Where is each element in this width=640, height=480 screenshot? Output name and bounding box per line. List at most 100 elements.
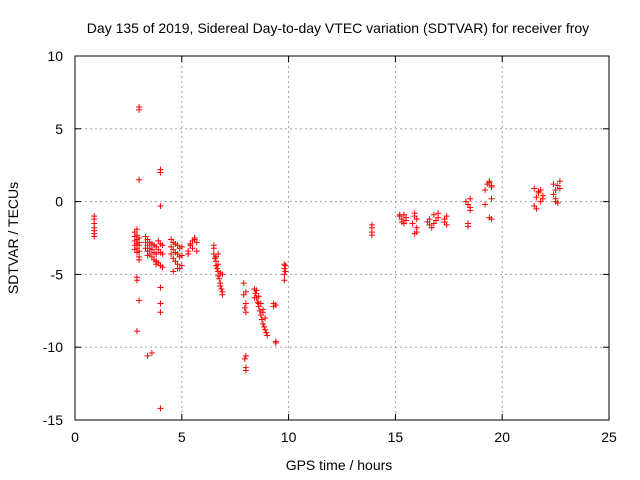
data-point <box>443 221 450 228</box>
data-point <box>159 242 166 249</box>
data-point <box>272 301 279 308</box>
data-point <box>153 251 160 258</box>
data-point <box>255 300 262 307</box>
data-point <box>210 242 217 249</box>
data-point <box>242 352 249 359</box>
data-point <box>255 293 262 300</box>
data-point <box>170 268 177 275</box>
data-point <box>178 252 185 259</box>
x-axis-label: GPS time / hours <box>286 457 393 473</box>
data-point <box>413 216 420 223</box>
y-tick-label: -5 <box>51 266 64 282</box>
x-tick-label: 5 <box>178 429 186 445</box>
data-point <box>133 226 140 233</box>
data-point <box>185 251 192 258</box>
data-point <box>251 294 258 301</box>
data-point <box>215 251 222 258</box>
data-point <box>259 309 266 316</box>
data-point <box>148 350 155 357</box>
data-point <box>159 251 166 258</box>
data-point <box>396 211 403 218</box>
data-point <box>242 309 249 316</box>
data-point <box>193 248 200 255</box>
data-point <box>488 184 495 191</box>
data-point <box>216 275 223 282</box>
data-point <box>136 256 143 263</box>
x-tick-label: 20 <box>494 429 510 445</box>
data-point <box>157 309 164 316</box>
data-point <box>465 201 472 208</box>
data-point <box>153 261 160 268</box>
data-point <box>282 268 289 275</box>
data-point <box>219 271 226 278</box>
y-tick-label: 10 <box>47 48 63 64</box>
data-point <box>550 191 557 198</box>
data-point <box>552 198 559 205</box>
data-point <box>168 251 175 258</box>
y-tick-label: -15 <box>43 412 63 428</box>
data-point <box>556 185 563 192</box>
plot-frame <box>74 55 610 421</box>
axis-ticks: 0 5 10 15 20 25 -15 -10 -5 0 5 10 <box>43 48 617 445</box>
data-point <box>533 194 540 201</box>
data-point <box>281 277 288 284</box>
data-point <box>136 248 143 255</box>
data-point <box>531 185 538 192</box>
data-point <box>426 216 433 223</box>
data-point <box>263 329 270 336</box>
data-point <box>428 224 435 231</box>
y-tick-label: -10 <box>43 339 63 355</box>
data-point <box>187 240 194 247</box>
data-point <box>157 169 164 176</box>
data-point <box>133 328 140 335</box>
data-point <box>189 245 196 252</box>
data-point <box>467 195 474 202</box>
data-point <box>261 323 268 330</box>
data-point <box>217 283 224 290</box>
data-point <box>253 287 260 294</box>
data-point <box>157 284 164 291</box>
data-point <box>258 316 265 323</box>
y-axis-label: SDTVAR / TECUs <box>5 182 21 294</box>
data-point <box>482 186 489 193</box>
data-point <box>136 297 143 304</box>
data-point <box>178 243 185 250</box>
data-point <box>368 232 375 239</box>
data-point <box>136 103 143 110</box>
data-point <box>264 332 271 339</box>
data-point <box>411 230 418 237</box>
data-point <box>488 216 495 223</box>
data-point <box>556 178 563 185</box>
data-point <box>430 211 437 218</box>
data-point <box>133 277 140 284</box>
data-point <box>262 326 269 333</box>
data-point <box>174 265 181 272</box>
data-point <box>214 265 221 272</box>
data-point <box>535 188 542 195</box>
x-tick-label: 15 <box>388 429 404 445</box>
data-point <box>252 290 259 297</box>
data-point <box>215 261 222 268</box>
data-point <box>240 280 247 287</box>
data-point <box>91 233 98 240</box>
y-tick-label: 5 <box>55 121 63 137</box>
data-points <box>91 103 563 412</box>
data-point <box>219 291 226 298</box>
data-point <box>241 304 248 311</box>
data-point <box>281 265 288 272</box>
data-point <box>144 352 151 359</box>
data-point <box>272 339 279 346</box>
data-point <box>256 307 263 314</box>
data-point <box>157 300 164 307</box>
data-point <box>211 255 218 262</box>
data-point <box>242 367 249 374</box>
data-point <box>482 201 489 208</box>
y-tick-label: 0 <box>55 194 63 210</box>
data-point <box>241 355 248 362</box>
data-point <box>136 239 143 246</box>
data-point <box>262 315 269 322</box>
data-point <box>533 205 540 212</box>
data-point <box>465 223 472 230</box>
data-point <box>552 186 559 193</box>
